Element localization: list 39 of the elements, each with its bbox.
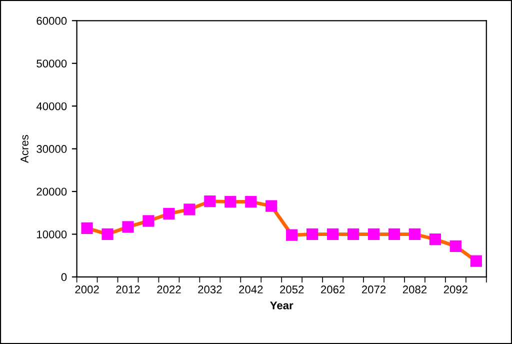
point [266,200,278,212]
y-tick-label: 40000 [36,102,67,110]
point [122,221,134,233]
y-tick-label: 60000 [36,16,67,25]
point [306,228,318,240]
point [204,196,216,208]
y-tick-label: 20000 [36,188,67,196]
point [450,240,462,252]
x-tick-label: 2002 [75,286,99,294]
x-tick-label: 2042 [239,286,263,294]
point [224,196,236,208]
point [429,234,442,246]
x-tick-label: 2072 [362,286,386,294]
x-tick-label: 2012 [116,286,140,294]
x-tick-label: 2052 [280,286,304,294]
point [245,196,257,208]
y-tick-label: 0 [61,273,67,282]
x-tick-label: 2032 [198,286,222,294]
x-tick-label: 2022 [157,286,181,294]
y-tick-label: 30000 [36,145,67,153]
point [81,222,93,234]
x-axis-title: Year [270,302,294,310]
point [470,255,482,267]
y-axis-title: Acres [20,134,28,163]
point [163,208,175,220]
point [286,229,298,241]
point [326,228,339,240]
x-tick-label: 2082 [402,286,427,294]
point [347,228,360,240]
y-tick-label: 10000 [37,230,67,238]
point [184,204,196,216]
point [102,228,114,240]
point [142,215,154,227]
x-tick-label: 2092 [444,286,468,294]
point [388,228,400,240]
point [368,228,380,240]
y-tick-label: 50000 [36,60,67,68]
x-tick-label: 2062 [321,286,345,294]
point [408,228,421,240]
